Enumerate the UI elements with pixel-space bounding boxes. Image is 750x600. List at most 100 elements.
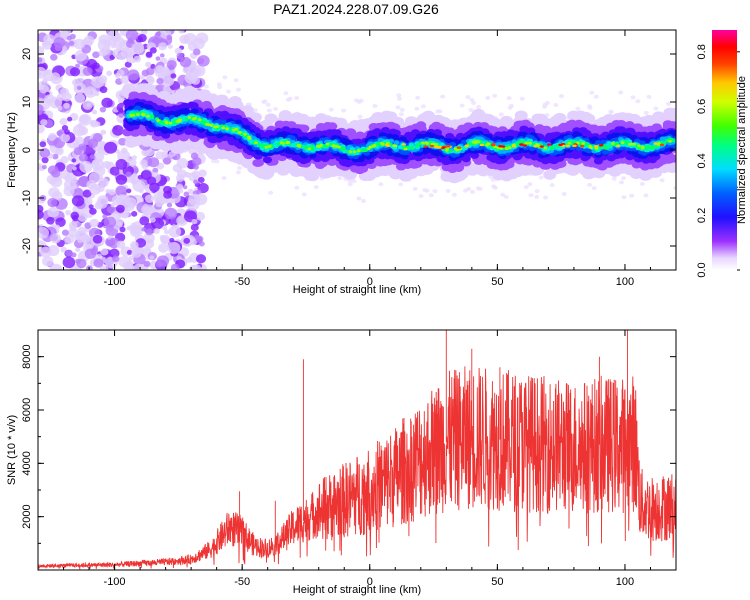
spectrogram-cell [155,261,163,268]
spectrogram-cell [139,216,150,226]
spectrogram-cell [166,202,173,208]
spectrogram-cell [109,166,120,176]
spectrogram-cell [337,176,343,181]
spectrogram-cell [195,235,204,243]
spectrogram-cell [132,263,145,270]
spectrogram-cell [567,110,581,121]
spectrogram-cell [84,86,97,98]
spectrogram-cell [328,107,334,112]
spectrogram-cell [158,243,169,253]
spectrogram-cell [110,44,116,49]
spectrogram-cell [115,159,128,170]
spectrogram-cell [102,214,108,219]
spectrogram-cell [149,47,157,54]
spectrogram-cell [78,114,92,126]
spectrogram-cell [106,205,116,214]
spectrogram-cell [415,95,421,100]
spectrogram-cell [139,189,144,194]
spectrogram-cell [100,248,109,256]
spectrogram-cell [160,236,169,244]
spectrogram-cell [119,226,126,233]
spectrogram-cell [326,167,340,178]
spectrogram-cell [126,188,132,194]
spectrogram-cell [65,249,73,257]
spectrogram-cell [440,171,454,182]
spectrogram-cell [89,119,99,128]
spectrogram-cell [192,156,202,166]
spectrogram-cell [47,206,60,218]
spectrogram-cell [357,164,369,173]
spectrogram-cell [586,104,592,109]
spectrogram-cell [168,225,182,238]
spectrogram-cell [62,256,76,269]
spectrogram-cell [129,241,139,250]
spectrogram-cell [469,97,475,102]
spectrogram-cell [38,124,45,134]
spectrogram-cell [463,188,469,193]
spectrogram-cell [65,209,72,216]
spectrogram-cell [445,188,451,193]
spectrogram-cell [117,150,131,163]
spectrogram-cell [50,72,61,81]
spectrogram-cell [523,185,529,190]
spectrogram-cell [470,189,476,194]
spectrogram-cell [549,183,555,188]
spectrogram-cell [47,197,58,208]
spectrogram-cell [534,189,540,194]
spectrogram-cell [534,194,540,199]
spectrogram-cell [193,164,199,170]
spectrogram-cell [653,106,659,111]
spectrogram-cell [183,191,190,197]
spectrogram-cell [188,171,199,182]
spectrogram-cell [142,203,150,211]
spectrogram-cell [418,194,424,199]
spectrogram-cell [154,66,168,78]
spectrogram-cell [107,30,120,41]
spectrogram-cell [140,170,152,180]
spectrogram-cell [666,101,672,106]
spectrogram-cell [203,84,209,89]
spectrogram-cell [659,178,665,183]
spectrogram-cell [195,254,207,264]
spectrogram-cell [140,30,148,36]
spectrogram-cell [345,128,357,137]
spectrogram-cell [306,131,316,139]
spectrogram-cell [63,102,70,109]
spectrogram-cell [149,182,160,193]
spectrogram-cell [593,157,604,165]
spectrogram-cell [132,179,146,192]
spectrogram-cell [118,137,127,146]
spectrogram-cell [64,129,70,135]
spectrogram-cell [76,85,82,91]
spectrogram-cell [45,69,51,75]
spectrogram-cell [125,30,139,41]
spectrogram-cell [642,116,656,127]
spectrogram-cell [294,185,300,190]
spectrogram-cell [565,120,576,129]
spectrogram-cell [261,99,267,104]
spectrogram-cell [98,177,109,187]
spectrogram-cell [575,106,581,111]
spectrogram-cell [273,106,279,111]
spectrogram-cell [133,168,139,173]
spectrogram-cell [646,94,652,99]
spectrogram-cell [126,249,133,255]
spectrogram-cell [89,154,95,160]
spectrogram-cell [235,170,241,175]
spectrogram-cell [39,141,47,148]
spectrogram-cell [542,104,548,109]
spectrogram-cell [593,94,599,99]
spectrogram-cell [217,141,228,150]
spectrogram-cell [163,229,170,235]
spectrogram-cell [192,38,205,50]
spectrogram-cell [69,224,77,232]
spectrogram-cell [183,237,191,244]
spectrogram-cell [149,255,155,260]
spectrogram-cell [60,246,67,253]
spectrogram-cell [145,51,153,58]
spectrogram-cell [98,34,110,45]
spectrogram-cell [66,116,73,122]
spectrogram-cell [75,63,80,69]
spectrogram-cell [163,190,173,199]
spectrogram-cell [644,125,656,134]
